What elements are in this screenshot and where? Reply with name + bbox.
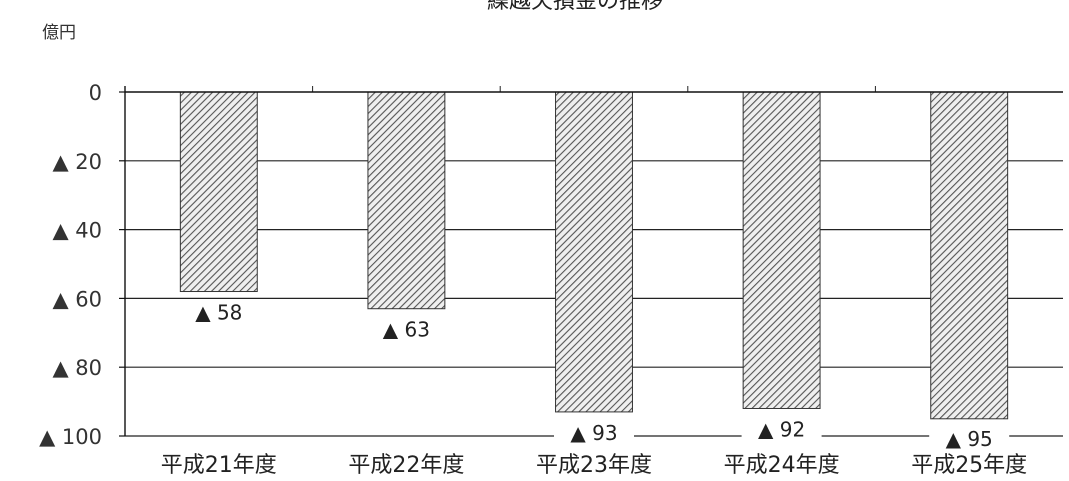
bar: [367, 91, 446, 310]
x-tick-label: 平成25年度: [911, 453, 1027, 478]
data-label: ▲ 63: [383, 318, 430, 342]
data-label: ▲ 58: [195, 301, 242, 325]
y-tick-label: ▲ 80: [52, 356, 102, 380]
bar: [555, 91, 633, 413]
data-label: ▲ 93: [570, 421, 617, 445]
x-tick-label: 平成24年度: [724, 453, 840, 478]
bar: [742, 91, 821, 409]
data-label-background: [741, 418, 822, 441]
data-label-background: [929, 428, 1010, 450]
bar: [179, 91, 258, 293]
y-tick-label: ▲ 100: [39, 425, 102, 449]
x-tick-labels: 平成21年度 平成22年度 平成23年度 平成24年度 平成25年度: [161, 453, 1027, 478]
y-tick-label: ▲ 20: [52, 150, 102, 174]
x-tick-label: 平成21年度: [161, 453, 277, 478]
y-tick-label: ▲ 60: [52, 287, 102, 311]
bars-group: [179, 91, 1009, 420]
chart-title: 繰越欠損金の推移: [487, 0, 663, 14]
bar: [930, 91, 1009, 420]
y-tick-labels: 0 ▲ 20 ▲ 40 ▲ 60 ▲ 80 ▲ 100: [39, 81, 102, 449]
y-axis-unit-label: 億円: [42, 23, 76, 43]
y-tick-label: ▲ 40: [52, 219, 102, 243]
data-label-background: [554, 421, 634, 444]
data-labels: ▲ 58 ▲ 63 ▲ 93 ▲ 92 ▲ 95: [195, 301, 1010, 451]
data-label: ▲ 95: [946, 427, 993, 451]
axes-group: [119, 86, 1063, 437]
y-tick-label: 0: [89, 81, 102, 105]
x-tick-label: 平成22年度: [348, 453, 464, 478]
x-tick-label: 平成23年度: [536, 453, 652, 478]
data-label: ▲ 92: [758, 417, 805, 441]
